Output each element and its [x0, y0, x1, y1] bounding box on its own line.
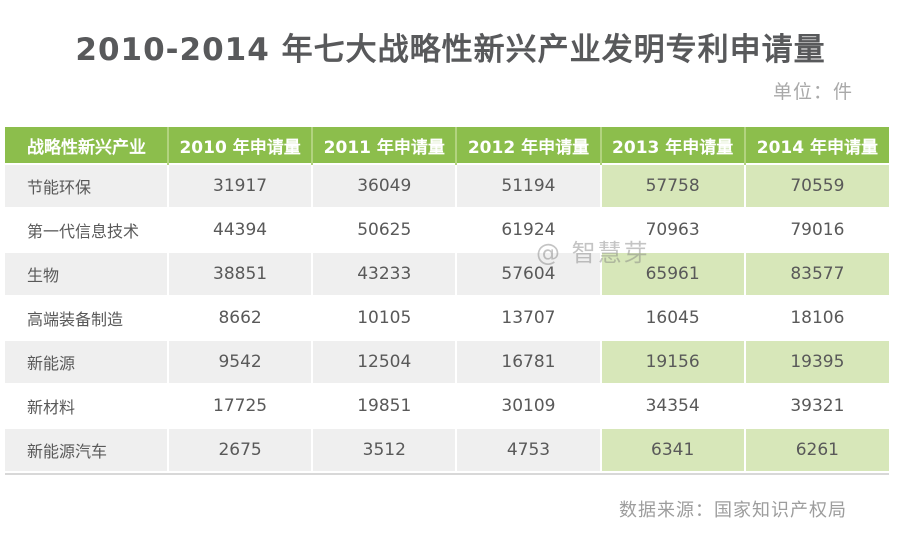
column-header: 战略性新兴产业: [5, 127, 168, 164]
value-cell: 31917: [166, 163, 313, 208]
industry-cell: 节能环保: [5, 163, 168, 208]
value-cell: 57604: [455, 251, 601, 296]
value-cell: 83577: [743, 251, 889, 296]
column-header: 2011 年申请量: [311, 127, 457, 164]
patent-table-wrapper: 战略性新兴产业 2010 年申请量 2011 年申请量 2012 年申请量 2013 年…: [5, 127, 889, 475]
value-cell: 12504: [311, 339, 457, 384]
value-cell: 70559: [743, 163, 889, 208]
header-row: 战略性新兴产业 2010 年申请量 2011 年申请量 2012 年申请量 2013 年…: [5, 127, 889, 164]
industry-cell: 第一代信息技术: [5, 207, 168, 252]
value-cell: 65961: [599, 251, 745, 296]
value-cell: 2675: [166, 427, 313, 471]
table-header: 战略性新兴产业 2010 年申请量 2011 年申请量 2012 年申请量 2013 年…: [5, 127, 889, 164]
value-cell: 51194: [455, 163, 601, 208]
value-cell: 30109: [455, 383, 601, 428]
industry-cell: 高端装备制造: [5, 295, 168, 340]
value-cell: 10105: [311, 295, 457, 340]
value-cell: 13707: [455, 295, 601, 340]
value-cell: 6341: [599, 427, 745, 471]
table-row: 生物 38851 43233 57604 65961 83577: [5, 251, 889, 296]
value-cell: 38851: [166, 251, 313, 296]
value-cell: 19156: [599, 339, 745, 384]
data-source: 数据来源：国家知识产权局: [619, 500, 847, 521]
value-cell: 39321: [743, 383, 889, 428]
table-body: 节能环保 31917 36049 51194 57758 70559 第一代信息技术 4439…: [5, 163, 889, 471]
value-cell: 16781: [455, 339, 601, 384]
table-row: 第一代信息技术 44394 50625 61924 70963 79016: [5, 207, 889, 252]
value-cell: 43233: [311, 251, 457, 296]
patent-table: 战略性新兴产业 2010 年申请量 2011 年申请量 2012 年申请量 2013 年…: [5, 127, 889, 471]
value-cell: 19395: [743, 339, 889, 384]
column-header: 2012 年申请量: [455, 127, 601, 164]
column-header: 2010 年申请量: [166, 127, 313, 164]
table-row: 新能源 9542 12504 16781 19156 19395: [5, 339, 889, 384]
column-header: 2013 年申请量: [599, 127, 745, 164]
value-cell: 50625: [311, 207, 457, 252]
value-cell: 57758: [599, 163, 745, 208]
industry-cell: 新能源: [5, 339, 168, 384]
industry-cell: 新材料: [5, 383, 168, 428]
page-title: 2010-2014 年七大战略性新兴产业发明专利申请量: [75, 32, 826, 68]
value-cell: 17725: [166, 383, 313, 428]
value-cell: 8662: [166, 295, 313, 340]
value-cell: 6261: [743, 427, 889, 471]
table-row: 高端装备制造 8662 10105 13707 16045 18106: [5, 295, 889, 340]
value-cell: 36049: [311, 163, 457, 208]
value-cell: 34354: [599, 383, 745, 428]
value-cell: 16045: [599, 295, 745, 340]
column-header: 2014 年申请量: [743, 127, 889, 164]
value-cell: 19851: [311, 383, 457, 428]
value-cell: 9542: [166, 339, 313, 384]
table-row: 新能源汽车 2675 3512 4753 6341 6261: [5, 427, 889, 471]
value-cell: 79016: [743, 207, 889, 252]
unit-label: 单位：件: [772, 81, 853, 103]
value-cell: 3512: [311, 427, 457, 471]
value-cell: 4753: [455, 427, 601, 471]
industry-cell: 生物: [5, 251, 168, 296]
value-cell: 70963: [599, 207, 745, 252]
industry-cell: 新能源汽车: [5, 427, 168, 471]
value-cell: 44394: [166, 207, 313, 252]
value-cell: 18106: [743, 295, 889, 340]
table-row: 新材料 17725 19851 30109 34354 39321: [5, 383, 889, 428]
table-row: 节能环保 31917 36049 51194 57758 70559: [5, 163, 889, 208]
value-cell: 61924: [455, 207, 601, 252]
